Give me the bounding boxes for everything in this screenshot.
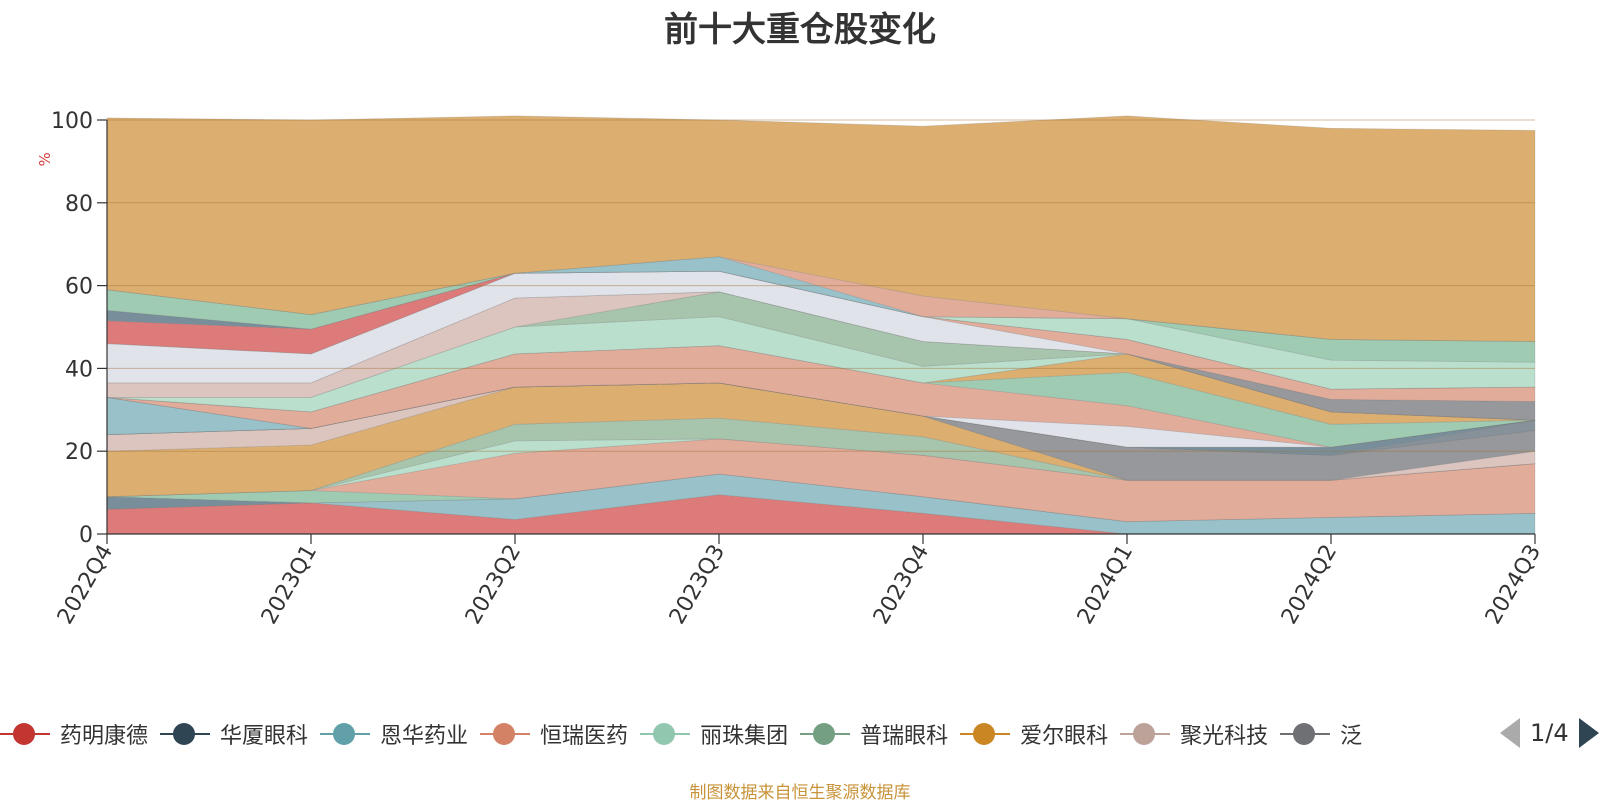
legend-item[interactable]: 恒瑞医药 xyxy=(480,718,628,750)
legend-marker-dot xyxy=(173,723,196,745)
area-series-33 xyxy=(106,115,1536,342)
x-tick-label: 2023Q1 xyxy=(257,541,322,629)
legend-label: 泛 xyxy=(1340,724,1363,749)
x-tick-label: 2023Q4 xyxy=(869,541,934,629)
legend-label: 恒瑞医药 xyxy=(540,724,629,749)
area-series-group xyxy=(106,115,1536,535)
legend-marker-icon xyxy=(960,722,1011,746)
legend-label: 华厦眼科 xyxy=(220,724,309,749)
legend-label: 普瑞眼科 xyxy=(860,724,949,749)
y-axis-label: % xyxy=(36,152,54,166)
x-tick-label: 2023Q3 xyxy=(665,541,730,629)
legend-pager: 1/4 xyxy=(1500,718,1599,748)
legend-marker-icon xyxy=(480,722,531,746)
legend-label: 聚光科技 xyxy=(1180,724,1269,749)
legend-marker-dot xyxy=(1133,723,1156,745)
legend-item[interactable]: 恩华药业 xyxy=(320,718,468,750)
data-source-note: 制图数据来自恒生聚源数据库 xyxy=(689,783,911,803)
y-tick-label: 0 xyxy=(79,523,93,548)
legend-item[interactable]: 华厦眼科 xyxy=(160,718,308,750)
x-tick-label: 2022Q4 xyxy=(53,541,118,629)
legend-item[interactable]: 普瑞眼科 xyxy=(800,718,948,750)
legend-item[interactable]: 泛 xyxy=(1280,718,1362,750)
legend-item[interactable]: 爱尔眼科 xyxy=(960,718,1108,750)
legend-label: 爱尔眼科 xyxy=(1020,724,1109,749)
y-tick-label: 20 xyxy=(65,440,93,465)
legend-marker-dot xyxy=(1293,723,1316,745)
legend-marker-icon xyxy=(1280,722,1331,746)
legend-marker-dot xyxy=(653,723,676,745)
area-series-9 xyxy=(106,382,1536,481)
y-tick-label: 80 xyxy=(65,192,93,217)
legend-item[interactable]: 丽珠集团 xyxy=(640,718,788,750)
gridlines xyxy=(107,119,1535,452)
legend-marker-dot xyxy=(973,723,996,745)
legend-label: 丽珠集团 xyxy=(700,724,789,749)
legend-marker-icon xyxy=(320,722,371,746)
legend-marker-dot xyxy=(493,723,516,745)
legend-marker-icon xyxy=(640,722,691,746)
x-tick-label: 2024Q2 xyxy=(1277,541,1342,629)
legend-marker-dot xyxy=(333,723,356,745)
y-tick-label: 100 xyxy=(51,109,93,134)
legend-marker-icon xyxy=(0,722,50,746)
area-series-11 xyxy=(106,382,1536,456)
legend-page-number: 1/4 xyxy=(1530,719,1569,747)
y-tick-label: 40 xyxy=(65,357,93,382)
legend: 药明康德 华厦眼科 恩华药业 恒瑞医药 丽珠集团 普瑞眼科 爱尔眼科 聚光科技 泛 xyxy=(0,706,1490,762)
next-page-icon[interactable] xyxy=(1578,718,1599,748)
legend-item[interactable]: 聚光科技 xyxy=(1120,718,1268,750)
legend-item[interactable]: 药明康德 xyxy=(0,718,148,750)
x-tick-label: 2023Q2 xyxy=(461,541,526,629)
legend-label: 恩华药业 xyxy=(380,724,469,749)
legend-marker-dot xyxy=(813,723,836,745)
legend-marker-icon xyxy=(800,722,851,746)
legend-marker-icon xyxy=(160,722,211,746)
chart-title: 前十大重仓股变化 xyxy=(664,10,936,50)
y-tick-label: 60 xyxy=(65,275,93,300)
prev-page-icon[interactable] xyxy=(1500,718,1520,748)
legend-marker-icon xyxy=(1120,722,1171,746)
legend-label: 药明康德 xyxy=(60,724,149,749)
x-tick-label: 2024Q1 xyxy=(1073,541,1138,629)
x-tick-label: 2024Q3 xyxy=(1481,541,1546,629)
legend-marker-dot xyxy=(13,723,35,745)
